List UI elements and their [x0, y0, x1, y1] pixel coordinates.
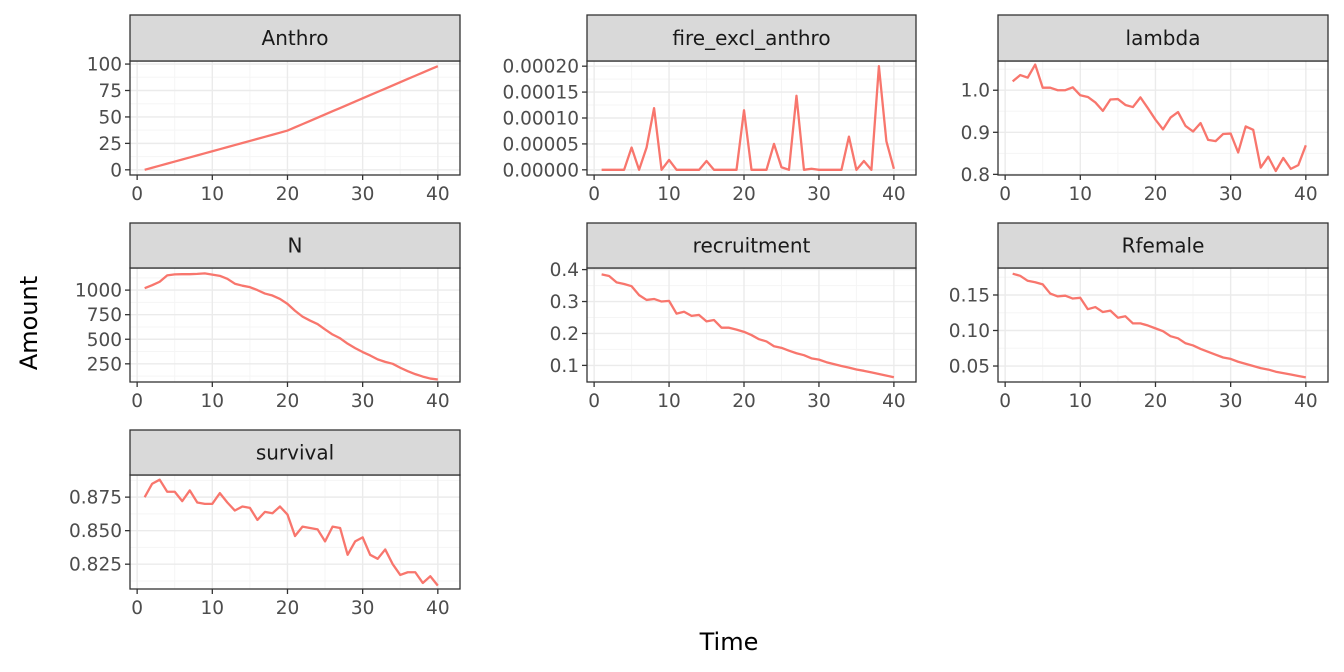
x-tick-label: 40	[426, 391, 450, 412]
y-tick-label: 1000	[75, 281, 122, 302]
y-tick-label: 750	[87, 305, 122, 326]
y-tick-label: 0.15	[949, 285, 990, 306]
x-tick-label: 0	[131, 184, 143, 205]
series-line	[601, 65, 895, 171]
x-tick-label: 10	[657, 391, 681, 412]
panel-background	[998, 61, 1328, 175]
y-tick-label: 0.875	[69, 488, 122, 509]
y-tick-label: 50	[98, 107, 122, 128]
x-tick-label: 10	[201, 598, 225, 619]
panel-background	[998, 268, 1328, 382]
x-tick-label: 30	[351, 391, 375, 412]
x-tick-label: 0	[131, 391, 143, 412]
facet-panel: recruitment 0 10 20 30 40 0.1 0.2 0.3 0.4	[550, 222, 917, 412]
x-tick-label: 0	[131, 598, 143, 619]
x-tick-label: 30	[1219, 391, 1243, 412]
x-tick-label: 0	[588, 391, 600, 412]
y-tick-label: 0.9	[961, 123, 990, 144]
facet-strip	[586, 14, 917, 62]
y-tick-label: 0.05	[949, 357, 990, 378]
facet-strip-label: Rfemale	[1122, 234, 1205, 258]
y-tick-label: 0.3	[550, 292, 579, 313]
x-axis-title: Time	[699, 628, 759, 656]
y-tick-label: 0.00005	[502, 134, 579, 155]
panel-background	[130, 475, 460, 589]
series-line	[144, 65, 439, 171]
facet-strip	[997, 14, 1329, 62]
y-tick-label: 0.00020	[502, 57, 579, 78]
facet-strip	[129, 222, 461, 269]
facet-strip-label: survival	[256, 441, 334, 465]
x-tick-label: 10	[201, 184, 225, 205]
y-tick-label: 25	[98, 134, 122, 155]
panel-background	[130, 268, 460, 382]
series-line	[601, 273, 895, 379]
facet-strip	[129, 429, 461, 476]
facet-panel: lambda 0 10 20 30 40 0.8 0.9 1.0	[961, 14, 1329, 205]
facet-strip-label: lambda	[1126, 26, 1201, 50]
x-tick-label: 20	[732, 184, 756, 205]
y-tick-label: 0.825	[69, 555, 122, 576]
x-tick-label: 10	[1069, 184, 1093, 205]
series-line	[1011, 63, 1307, 173]
x-tick-label: 40	[426, 598, 450, 619]
panel-background	[587, 268, 916, 382]
y-tick-label: 0.8	[961, 165, 990, 186]
x-tick-label: 30	[807, 184, 831, 205]
y-tick-label: 0.850	[69, 521, 122, 542]
facet-strip-label: recruitment	[693, 234, 811, 258]
facet-strip-label: fire_excl_anthro	[672, 26, 830, 50]
x-tick-label: 0	[999, 391, 1011, 412]
y-tick-label: 0.10	[949, 321, 990, 342]
y-tick-label: 0.1	[550, 356, 579, 377]
y-tick-label: 0.4	[550, 260, 579, 281]
x-tick-label: 0	[999, 184, 1011, 205]
y-tick-label: 0.2	[550, 324, 579, 345]
y-tick-label: 500	[87, 330, 122, 351]
x-tick-label: 30	[351, 598, 375, 619]
x-tick-label: 10	[657, 184, 681, 205]
facet-panel: N 0 10 20 30 40 250 500 750 1000	[75, 222, 461, 412]
facet-panel: survival 0 10 20 30 40 0.825 0.850 0.875	[69, 429, 461, 619]
x-tick-label: 20	[276, 598, 300, 619]
x-tick-label: 40	[1294, 391, 1318, 412]
x-tick-label: 30	[1219, 184, 1243, 205]
x-tick-label: 20	[276, 184, 300, 205]
series-line	[144, 272, 438, 381]
y-axis-title: Amount	[15, 276, 43, 370]
x-tick-label: 20	[732, 391, 756, 412]
y-tick-label: 0.00010	[502, 109, 579, 130]
facet-strip	[586, 222, 917, 269]
series-line	[1012, 272, 1307, 379]
y-tick-label: 0.00015	[502, 83, 579, 104]
facet-strip	[129, 14, 461, 62]
x-tick-label: 30	[351, 184, 375, 205]
facet-panel: Rfemale 0 10 20 30 40 0.05 0.10 0.15	[949, 222, 1329, 412]
y-tick-label: 0	[110, 160, 122, 181]
x-tick-label: 20	[1144, 391, 1168, 412]
x-tick-label: 20	[1144, 184, 1168, 205]
facet-strip	[997, 222, 1329, 269]
series-line	[143, 478, 439, 587]
y-tick-label: 1.0	[961, 81, 990, 102]
x-tick-label: 20	[276, 391, 300, 412]
x-tick-label: 30	[807, 391, 831, 412]
x-tick-label: 40	[882, 391, 906, 412]
facet-strip-label: N	[288, 234, 303, 258]
y-tick-label: 100	[87, 55, 122, 76]
x-tick-label: 10	[1069, 391, 1093, 412]
x-tick-label: 40	[1294, 184, 1318, 205]
y-tick-label: 0.00000	[502, 160, 579, 181]
x-tick-label: 10	[201, 391, 225, 412]
y-tick-label: 250	[87, 354, 122, 375]
facet-strip-label: Anthro	[262, 26, 329, 50]
facet-panel: Anthro 0 10 20 30 40 0 25 50 75 100	[87, 14, 461, 205]
x-tick-label: 0	[588, 184, 600, 205]
y-tick-label: 75	[98, 81, 122, 102]
x-tick-label: 40	[882, 184, 906, 205]
x-tick-label: 40	[426, 184, 450, 205]
facet-panel: fire_excl_anthro 0 10 20 30 40 0.00000 0.00005 0…	[502, 14, 917, 205]
